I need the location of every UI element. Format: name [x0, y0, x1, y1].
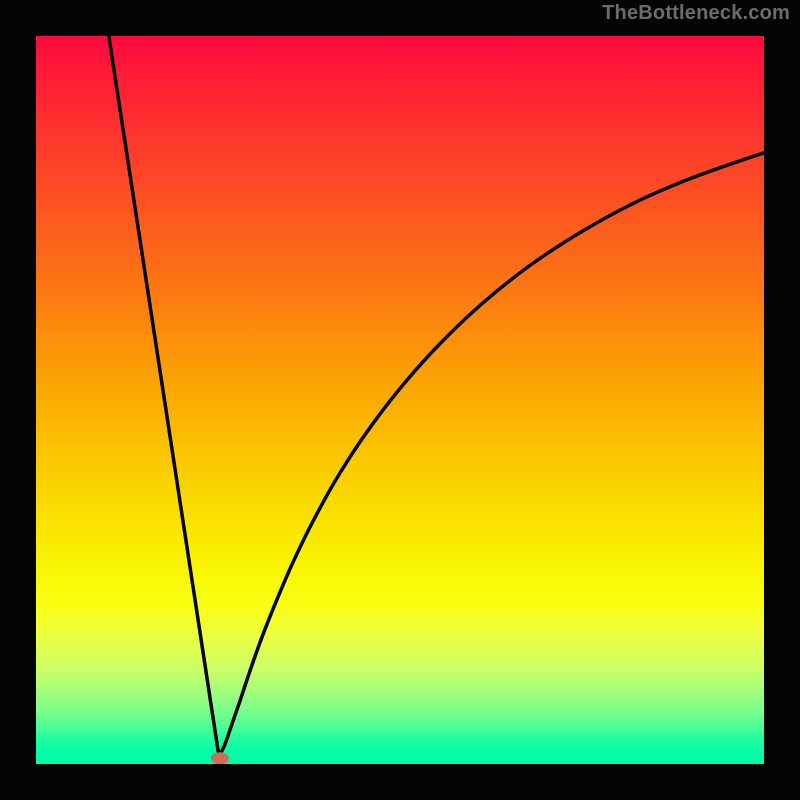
optimum-marker [211, 752, 229, 764]
bottleneck-chart [0, 0, 800, 800]
watermark-text: TheBottleneck.com [602, 2, 790, 25]
plot-background [36, 36, 764, 764]
